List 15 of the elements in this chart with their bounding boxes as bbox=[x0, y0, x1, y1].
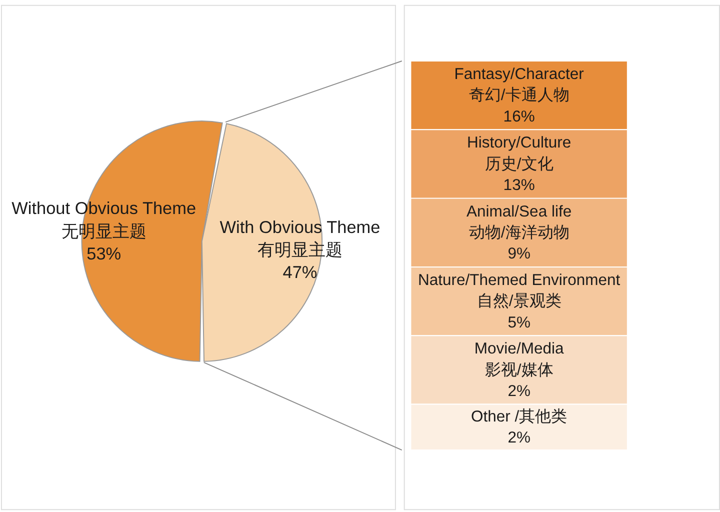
data-label: 16% bbox=[503, 108, 535, 126]
category-label: Movie/Media 影视/媒体 bbox=[474, 340, 564, 379]
data-label: 2% bbox=[508, 383, 530, 400]
category-label: Nature/Themed Environment 自然/景观类 bbox=[418, 272, 621, 310]
data-label: 53% bbox=[86, 244, 122, 264]
data-label: 2% bbox=[508, 430, 530, 447]
category-label: Other /其他类 bbox=[470, 408, 568, 426]
data-label: 9% bbox=[508, 246, 530, 263]
data-label: 47% bbox=[282, 262, 318, 282]
data-label: 13% bbox=[503, 177, 535, 194]
category-label: History/Culture 历史/文化 bbox=[466, 134, 572, 173]
category-label: Animal/Sea life 动物/海洋动物 bbox=[466, 203, 572, 242]
category-label: Fantasy/Character 奇幻/卡通人物 bbox=[454, 66, 584, 104]
slice-label: With Obvious Theme 有明显主题 bbox=[220, 216, 380, 260]
data-label: 5% bbox=[508, 314, 530, 332]
